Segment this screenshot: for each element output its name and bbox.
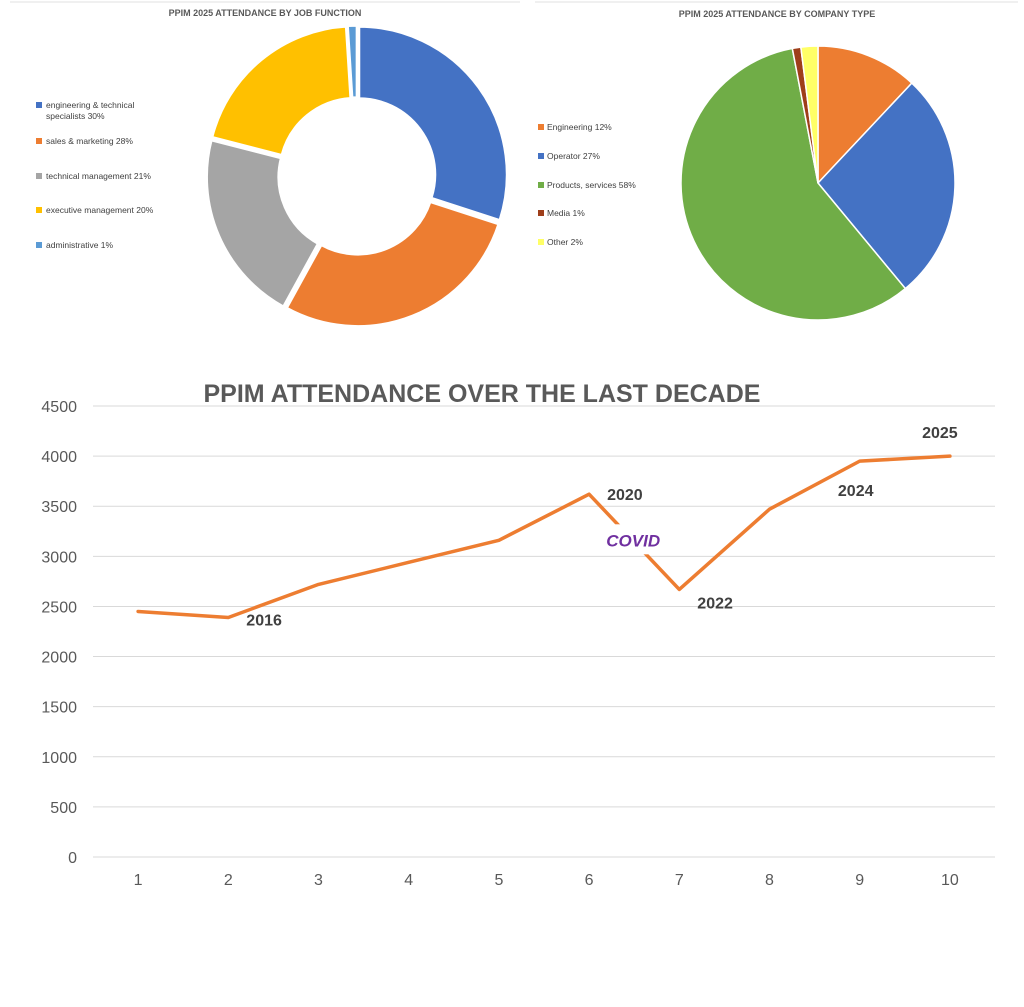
covid-label-background <box>586 524 683 555</box>
line-y-tick-3: 1500 <box>41 700 77 717</box>
line-x-tick-8: 9 <box>855 872 864 889</box>
pie-legend-label-3: Media 1% <box>547 208 585 218</box>
donut-slice-1 <box>284 200 501 328</box>
attendance-line-chart: PPIM ATTENDANCE OVER THE LAST DECADE 050… <box>41 380 995 889</box>
line-x-tick-labels: 1 2 3 4 5 6 7 8 9 10 <box>134 872 959 889</box>
line-y-tick-5: 2500 <box>41 599 77 616</box>
pie-legend-swatch-1 <box>538 153 544 159</box>
pie-slices <box>680 45 956 321</box>
line-y-tick-1: 500 <box>50 800 77 817</box>
year-annotation-2016: 2016 <box>246 612 282 629</box>
line-annotations: 2016 2020 2022 2024 2025 COVID <box>246 425 957 629</box>
line-y-tick-7: 3500 <box>41 499 77 516</box>
donut-legend-swatch-0 <box>36 102 42 108</box>
covid-annotation: COVID <box>606 531 660 550</box>
year-annotation-2020: 2020 <box>607 487 643 504</box>
pie-legend-swatch-4 <box>538 239 544 245</box>
donut-legend-swatch-4 <box>36 242 42 248</box>
line-gridlines <box>93 405 995 858</box>
donut-slice-2 <box>205 138 320 309</box>
line-x-tick-1: 2 <box>224 872 233 889</box>
line-series <box>136 454 952 620</box>
pie-slice-1 <box>817 82 956 290</box>
line-y-tick-8: 4000 <box>41 449 77 466</box>
pie-slice-4 <box>799 45 819 184</box>
pie-legend-label-1: Operator 27% <box>547 151 600 161</box>
pie-legend-swatch-2 <box>538 182 544 188</box>
line-x-tick-4: 5 <box>494 872 503 889</box>
pie-slice-2 <box>680 47 907 321</box>
line-x-tick-5: 6 <box>585 872 594 889</box>
line-x-tick-6: 7 <box>675 872 684 889</box>
line-x-tick-7: 8 <box>765 872 774 889</box>
pie-legend: Engineering 12% Operator 27% Products, ser… <box>538 122 636 247</box>
pie-legend-swatch-3 <box>538 210 544 216</box>
donut-legend-swatch-2 <box>36 173 42 179</box>
company-type-pie-chart: PPIM 2025 ATTENDANCE BY COMPANY TYPE Eng… <box>538 9 956 321</box>
pie-legend-label-4: Other 2% <box>547 237 583 247</box>
pie-legend-label-0: Engineering 12% <box>547 122 612 132</box>
donut-legend: engineering & technical specialists 30% sa… <box>36 100 154 250</box>
line-y-tick-2: 1000 <box>41 750 77 767</box>
pie-legend-swatch-0 <box>538 124 544 130</box>
donut-slice-4 <box>346 24 359 99</box>
line-series-path <box>136 454 952 620</box>
donut-legend-label-3: executive management 20% <box>46 205 154 215</box>
donut-slices <box>205 24 509 328</box>
line-x-tick-2: 3 <box>314 872 323 889</box>
line-y-tick-0: 0 <box>68 850 77 867</box>
donut-legend-label-4: administrative 1% <box>46 240 114 250</box>
donut-slice-0 <box>357 25 509 222</box>
line-y-tick-4: 2000 <box>41 650 77 667</box>
pie-legend-label-2: Products, services 58% <box>547 180 636 190</box>
line-x-tick-9: 10 <box>941 872 959 889</box>
line-title: PPIM ATTENDANCE OVER THE LAST DECADE <box>204 380 761 408</box>
year-annotation-2022: 2022 <box>697 595 733 612</box>
donut-legend-label-0: engineering & technical specialists 30% <box>46 100 134 121</box>
year-annotation-2024: 2024 <box>838 483 874 500</box>
donut-legend-swatch-1 <box>36 138 42 144</box>
donut-title: PPIM 2025 ATTENDANCE BY JOB FUNCTION <box>169 8 362 18</box>
line-x-tick-0: 1 <box>134 872 143 889</box>
line-y-tick-6: 3000 <box>41 549 77 566</box>
donut-legend-label-1: sales & marketing 28% <box>46 136 133 146</box>
line-y-tick-9: 4500 <box>41 399 77 416</box>
donut-legend-label-2: technical management 21% <box>46 171 151 181</box>
line-y-tick-labels: 0 500 1000 1500 2000 2500 3000 3500 4000 4500 <box>41 399 77 867</box>
pie-title: PPIM 2025 ATTENDANCE BY COMPANY TYPE <box>679 9 876 19</box>
job-function-donut-chart: PPIM 2025 ATTENDANCE BY JOB FUNCTION eng… <box>36 8 509 328</box>
donut-slice-3 <box>210 25 352 157</box>
donut-legend-swatch-3 <box>36 207 42 213</box>
line-x-tick-3: 4 <box>404 872 413 889</box>
year-annotation-2025: 2025 <box>922 425 958 442</box>
pie-slice-0 <box>817 45 913 185</box>
